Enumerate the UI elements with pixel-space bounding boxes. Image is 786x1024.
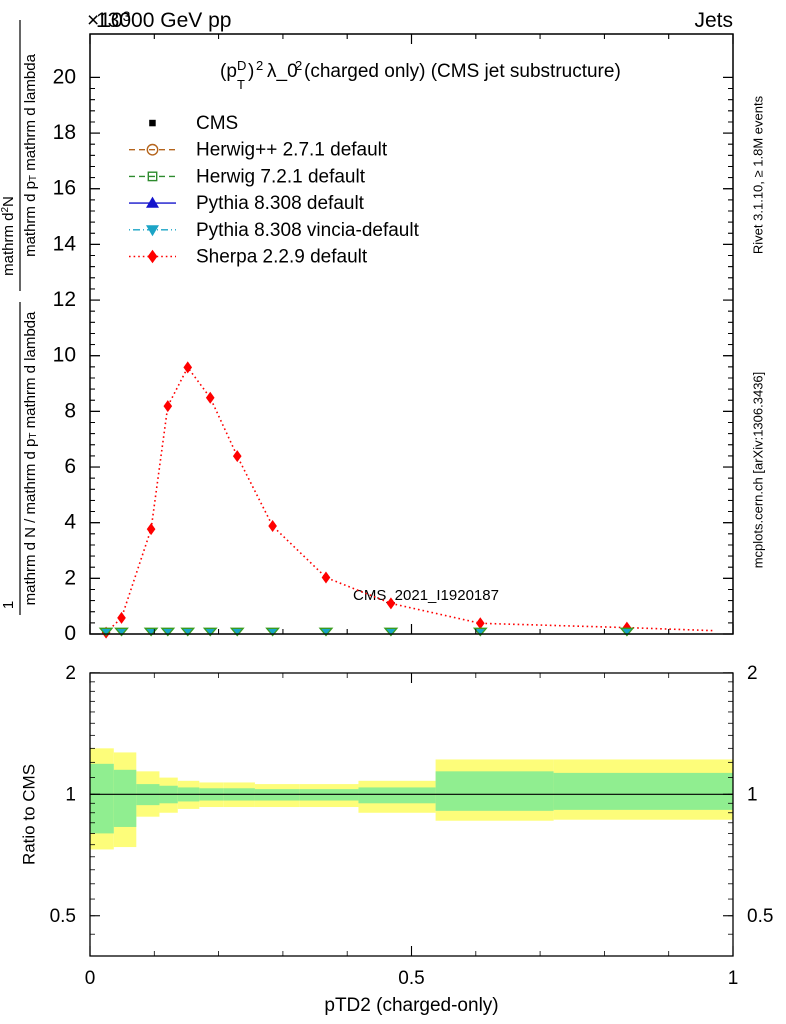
svg-text:(p: (p	[220, 61, 237, 82]
svg-text:14: 14	[53, 232, 77, 255]
svg-text:2: 2	[295, 58, 302, 73]
svg-text:4: 4	[64, 511, 76, 534]
svg-text:10: 10	[53, 344, 76, 367]
svg-text:mathrm d pT mathrm d lambda: mathrm d pT mathrm d lambda	[22, 53, 39, 257]
svg-text:0.5: 0.5	[50, 906, 76, 927]
svg-text:(charged only) (CMS jet substr: (charged only) (CMS jet substructure)	[304, 61, 621, 82]
svg-text:CMS_2021_I1920187: CMS_2021_I1920187	[353, 587, 499, 604]
svg-text:Pythia 8.308 vincia-default: Pythia 8.308 vincia-default	[196, 220, 420, 241]
svg-text:1: 1	[728, 968, 739, 989]
svg-text:2: 2	[65, 663, 76, 684]
svg-text:13000 GeV pp: 13000 GeV pp	[96, 9, 231, 32]
svg-text:CMS: CMS	[196, 113, 238, 134]
svg-text:mathrm d N / mathrm d pT mathr: mathrm d N / mathrm d pT mathrm d lambda	[22, 311, 39, 605]
svg-text:2: 2	[64, 566, 76, 589]
svg-text:0.5: 0.5	[398, 968, 424, 989]
svg-text:0.5: 0.5	[747, 906, 773, 927]
svg-text:Herwig++ 2.7.1 default: Herwig++ 2.7.1 default	[196, 140, 388, 161]
svg-text:Jets: Jets	[694, 9, 733, 32]
svg-text:2: 2	[747, 663, 758, 684]
svg-text:Herwig 7.2.1 default: Herwig 7.2.1 default	[196, 166, 366, 187]
svg-text:0: 0	[64, 622, 76, 645]
svg-text:Rivet 3.1.10, ≥ 1.8M events: Rivet 3.1.10, ≥ 1.8M events	[750, 95, 765, 254]
svg-text:16: 16	[53, 177, 76, 200]
svg-text:T: T	[237, 77, 245, 92]
svg-text:Ratio to CMS: Ratio to CMS	[19, 764, 38, 865]
svg-text:18: 18	[53, 121, 76, 144]
svg-text:mcplots.cern.ch [arXiv:1306.34: mcplots.cern.ch [arXiv:1306.3436]	[750, 372, 765, 569]
svg-text:0: 0	[85, 968, 96, 989]
svg-text:1: 1	[65, 784, 76, 805]
svg-text:1: 1	[747, 784, 758, 805]
svg-text:2: 2	[256, 58, 263, 73]
svg-text:8: 8	[64, 399, 76, 422]
svg-text:pTD2 (charged-only): pTD2 (charged-only)	[324, 995, 498, 1016]
svg-text:1: 1	[0, 601, 17, 609]
svg-text:Sherpa 2.2.9 default: Sherpa 2.2.9 default	[196, 247, 368, 268]
svg-text:12: 12	[53, 288, 76, 311]
svg-text:6: 6	[64, 455, 76, 478]
svg-text:): )	[248, 61, 254, 82]
svg-text:Pythia 8.308 default: Pythia 8.308 default	[196, 193, 365, 214]
svg-text:D: D	[237, 58, 246, 73]
svg-text:20: 20	[53, 65, 76, 88]
svg-text:λ_0: λ_0	[267, 61, 298, 82]
